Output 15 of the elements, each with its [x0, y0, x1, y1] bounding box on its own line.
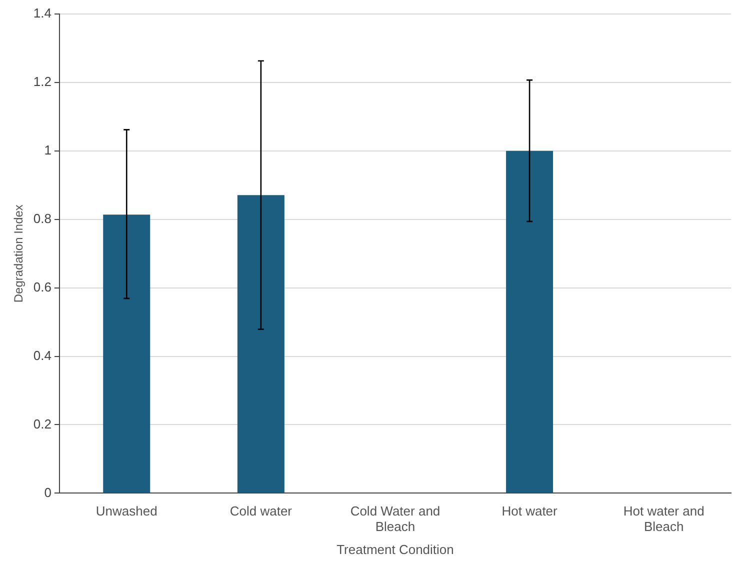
y-tick-label: 0.2 [33, 416, 52, 432]
x-tick-label: Cold water [230, 504, 293, 519]
y-axis-title: Degradation Index [12, 204, 26, 303]
y-tick-label: 1 [44, 142, 52, 158]
y-tick-label: 0.8 [33, 210, 52, 226]
y-tick-label: 1.2 [33, 74, 52, 90]
x-tick-label: Hot water and Bleach [623, 504, 704, 534]
y-tick-label: 1.4 [33, 6, 52, 21]
x-axis-title: Treatment Condition [336, 542, 454, 557]
x-tick-label: Cold Water and Bleach [350, 504, 440, 534]
y-tick-label: 0.4 [33, 348, 52, 363]
y-tick-label: 0 [44, 484, 52, 500]
y-tick-label: 0.6 [33, 279, 52, 294]
x-tick-label: Hot water [502, 504, 558, 519]
x-tick-label: Unwashed [96, 504, 158, 519]
